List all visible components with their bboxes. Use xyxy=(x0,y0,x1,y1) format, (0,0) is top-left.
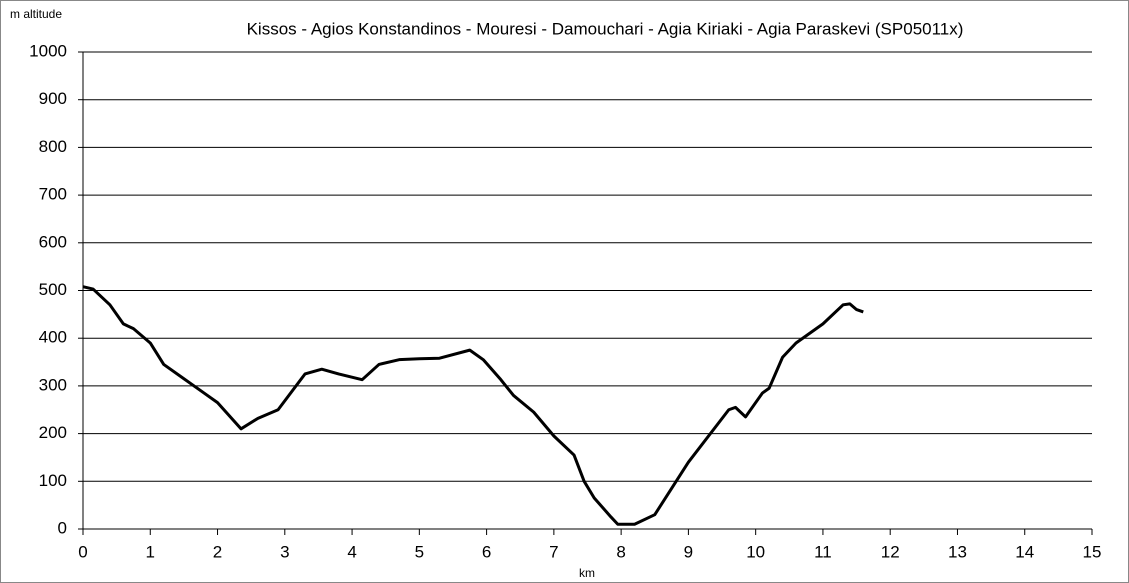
x-tick-label: 5 xyxy=(415,542,424,561)
x-tick-label: 8 xyxy=(616,542,625,561)
x-tick-label: 15 xyxy=(1083,542,1102,561)
x-tick-label: 2 xyxy=(213,542,222,561)
x-tick-label: 10 xyxy=(746,542,765,561)
x-tick-label: 0 xyxy=(78,542,87,561)
y-tick-label: 600 xyxy=(39,232,67,251)
y-axis-label: m altitude xyxy=(10,7,62,21)
x-tick-label: 1 xyxy=(146,542,155,561)
x-axis-label: km xyxy=(579,566,595,580)
y-tick-label: 200 xyxy=(39,423,67,442)
x-tick-label: 3 xyxy=(280,542,289,561)
x-tick-label: 6 xyxy=(482,542,491,561)
y-tick-label: 500 xyxy=(39,280,67,299)
y-tick-label: 400 xyxy=(39,328,67,347)
x-tick-label: 14 xyxy=(1015,542,1034,561)
y-tick-label: 700 xyxy=(39,185,67,204)
x-tick-label: 4 xyxy=(347,542,356,561)
y-tick-label: 800 xyxy=(39,137,67,156)
y-tick-label: 900 xyxy=(39,89,67,108)
chart-title: Kissos - Agios Konstandinos - Mouresi - … xyxy=(247,19,964,38)
x-tick-label: 11 xyxy=(814,542,832,561)
x-tick-label: 7 xyxy=(549,542,558,561)
y-tick-label: 100 xyxy=(39,471,67,490)
x-tick-label: 9 xyxy=(684,542,693,561)
y-tick-label: 1000 xyxy=(29,41,67,60)
y-tick-label: 0 xyxy=(58,518,67,537)
y-tick-label: 300 xyxy=(39,375,67,394)
x-tick-label: 13 xyxy=(948,542,967,561)
line xyxy=(82,285,864,526)
x-tick-label: 12 xyxy=(881,542,900,561)
